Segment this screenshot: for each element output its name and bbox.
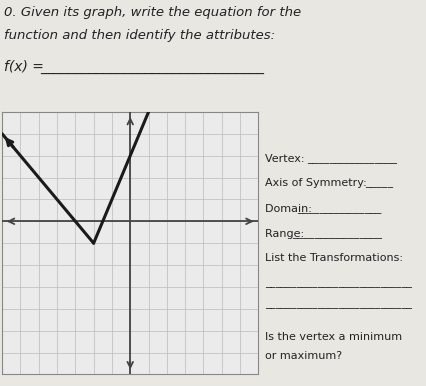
Text: or maximum?: or maximum?: [264, 351, 341, 361]
Text: ________________: ________________: [307, 154, 397, 164]
Text: _______________: _______________: [296, 204, 380, 214]
Text: ____________________________: ____________________________: [264, 299, 411, 309]
Text: ________________: ________________: [292, 229, 382, 239]
Text: _____: _____: [364, 178, 392, 188]
Text: 0. Given its graph, write the equation for the: 0. Given its graph, write the equation f…: [4, 6, 301, 19]
Text: f(x) =: f(x) =: [4, 60, 44, 74]
Text: List the Transformations:: List the Transformations:: [264, 253, 402, 263]
Text: Is the vertex a minimum: Is the vertex a minimum: [264, 332, 401, 342]
Text: Vertex:: Vertex:: [264, 154, 307, 164]
Text: ________________________________: ________________________________: [40, 61, 264, 74]
Text: Domain:: Domain:: [264, 204, 314, 214]
Text: function and then identify the attributes:: function and then identify the attribute…: [4, 29, 275, 42]
Text: Axis of Symmetry:: Axis of Symmetry:: [264, 178, 369, 188]
Text: Range:: Range:: [264, 229, 307, 239]
Text: ____________________________: ____________________________: [264, 278, 411, 288]
